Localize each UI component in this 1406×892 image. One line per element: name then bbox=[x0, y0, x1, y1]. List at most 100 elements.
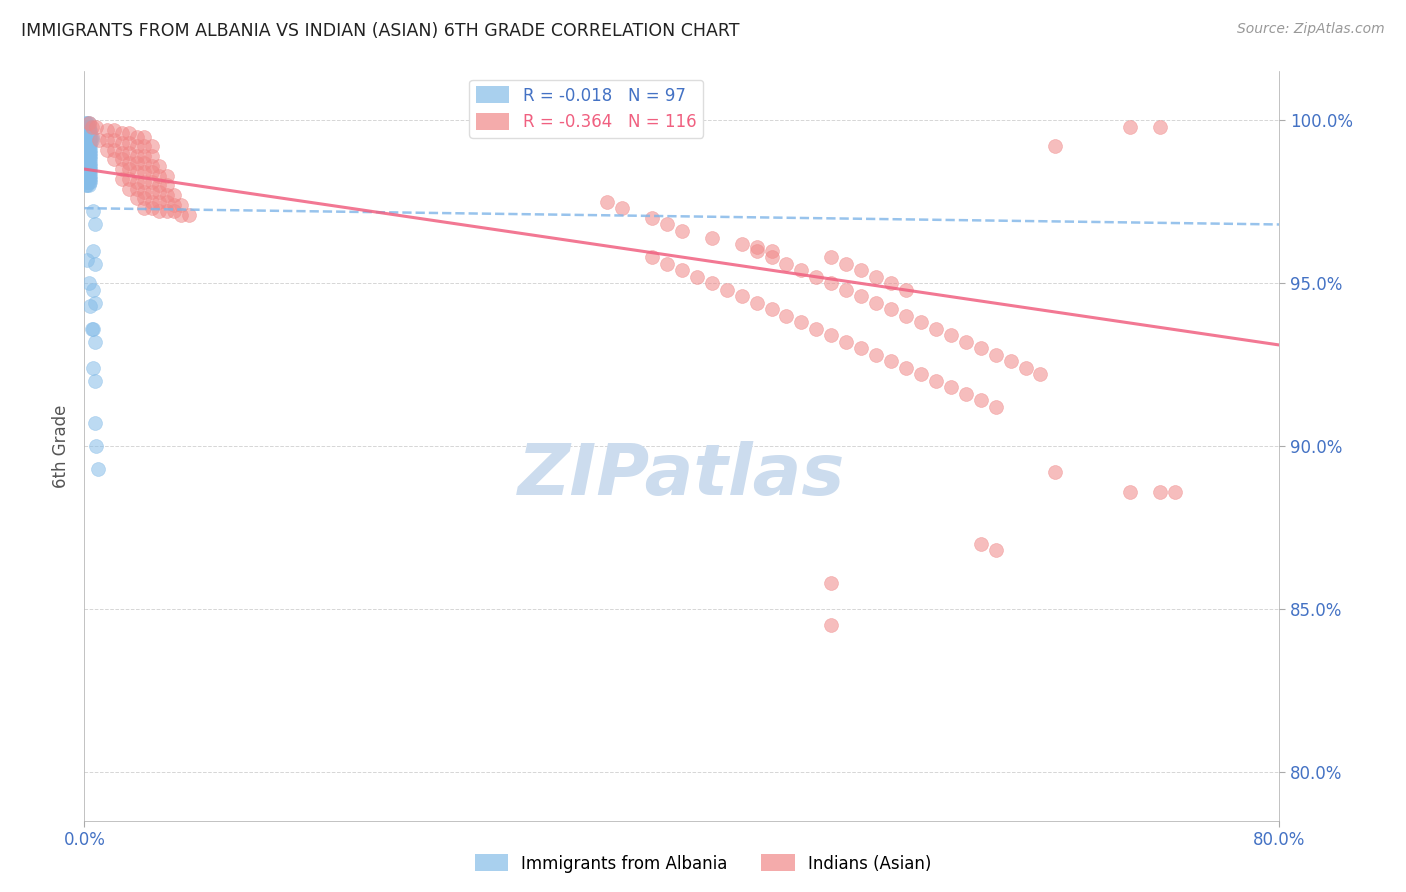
Point bbox=[125, 175, 148, 189]
Point bbox=[655, 218, 678, 232]
Point bbox=[132, 191, 156, 205]
Point bbox=[118, 136, 141, 150]
Point bbox=[132, 185, 156, 199]
Point bbox=[925, 322, 948, 336]
Point bbox=[76, 116, 98, 130]
Point bbox=[103, 133, 125, 147]
Point bbox=[761, 244, 783, 258]
Point bbox=[89, 133, 111, 147]
Point bbox=[910, 368, 932, 382]
Point bbox=[77, 155, 100, 169]
Point bbox=[79, 169, 101, 183]
Point bbox=[76, 172, 98, 186]
Point bbox=[1164, 484, 1187, 499]
Point bbox=[75, 145, 97, 160]
Point bbox=[79, 155, 101, 169]
Point bbox=[111, 162, 134, 177]
Point bbox=[125, 155, 148, 169]
Point bbox=[865, 348, 887, 362]
Point bbox=[894, 360, 917, 375]
Point bbox=[1149, 120, 1171, 134]
Point bbox=[118, 155, 141, 169]
Point bbox=[79, 159, 101, 173]
Point bbox=[155, 188, 177, 202]
Point bbox=[76, 133, 98, 147]
Point bbox=[125, 181, 148, 195]
Point bbox=[75, 116, 97, 130]
Point bbox=[955, 334, 977, 349]
Point bbox=[745, 240, 768, 254]
Point bbox=[76, 155, 98, 169]
Point bbox=[851, 341, 873, 355]
Point bbox=[80, 129, 103, 144]
Legend: Immigrants from Albania, Indians (Asian): Immigrants from Albania, Indians (Asian) bbox=[468, 847, 938, 880]
Point bbox=[77, 133, 100, 147]
Point bbox=[77, 129, 100, 144]
Point bbox=[118, 145, 141, 160]
Point bbox=[79, 129, 101, 144]
Point bbox=[155, 169, 177, 183]
Point bbox=[76, 162, 98, 177]
Point bbox=[132, 201, 156, 215]
Point bbox=[612, 201, 634, 215]
Point bbox=[83, 416, 105, 430]
Point bbox=[75, 165, 97, 179]
Point bbox=[894, 283, 917, 297]
Point bbox=[1029, 368, 1052, 382]
Point bbox=[77, 120, 100, 134]
Point bbox=[939, 380, 962, 394]
Point bbox=[77, 136, 100, 150]
Point bbox=[1014, 360, 1036, 375]
Point bbox=[75, 175, 97, 189]
Point bbox=[76, 178, 98, 193]
Point bbox=[77, 153, 100, 167]
Point bbox=[75, 155, 97, 169]
Point bbox=[79, 162, 101, 177]
Point bbox=[75, 129, 97, 144]
Point bbox=[75, 120, 97, 134]
Point bbox=[177, 208, 200, 222]
Point bbox=[77, 178, 100, 193]
Point bbox=[731, 237, 754, 252]
Point bbox=[103, 153, 125, 167]
Point bbox=[79, 143, 101, 157]
Point bbox=[970, 341, 993, 355]
Point bbox=[163, 188, 186, 202]
Point bbox=[641, 211, 664, 225]
Point bbox=[77, 116, 100, 130]
Point bbox=[835, 283, 858, 297]
Point bbox=[79, 149, 101, 163]
Point bbox=[83, 334, 105, 349]
Point bbox=[141, 139, 163, 153]
Point bbox=[86, 120, 108, 134]
Point bbox=[141, 149, 163, 163]
Point bbox=[76, 253, 98, 268]
Point bbox=[79, 145, 101, 160]
Point bbox=[141, 175, 163, 189]
Point bbox=[77, 116, 100, 130]
Point bbox=[76, 165, 98, 179]
Point bbox=[141, 165, 163, 179]
Point bbox=[79, 126, 101, 140]
Point bbox=[77, 169, 100, 183]
Point bbox=[76, 136, 98, 150]
Point bbox=[75, 172, 97, 186]
Point bbox=[125, 139, 148, 153]
Point bbox=[79, 133, 101, 147]
Point bbox=[79, 172, 101, 186]
Point bbox=[125, 149, 148, 163]
Point bbox=[79, 136, 101, 150]
Point bbox=[76, 143, 98, 157]
Point bbox=[132, 155, 156, 169]
Point bbox=[1119, 120, 1142, 134]
Point bbox=[851, 263, 873, 277]
Point bbox=[700, 276, 723, 290]
Point bbox=[155, 178, 177, 193]
Point bbox=[79, 299, 101, 313]
Point bbox=[77, 172, 100, 186]
Point bbox=[118, 181, 141, 195]
Point bbox=[75, 178, 97, 193]
Point bbox=[76, 159, 98, 173]
Point bbox=[75, 169, 97, 183]
Point bbox=[148, 159, 170, 173]
